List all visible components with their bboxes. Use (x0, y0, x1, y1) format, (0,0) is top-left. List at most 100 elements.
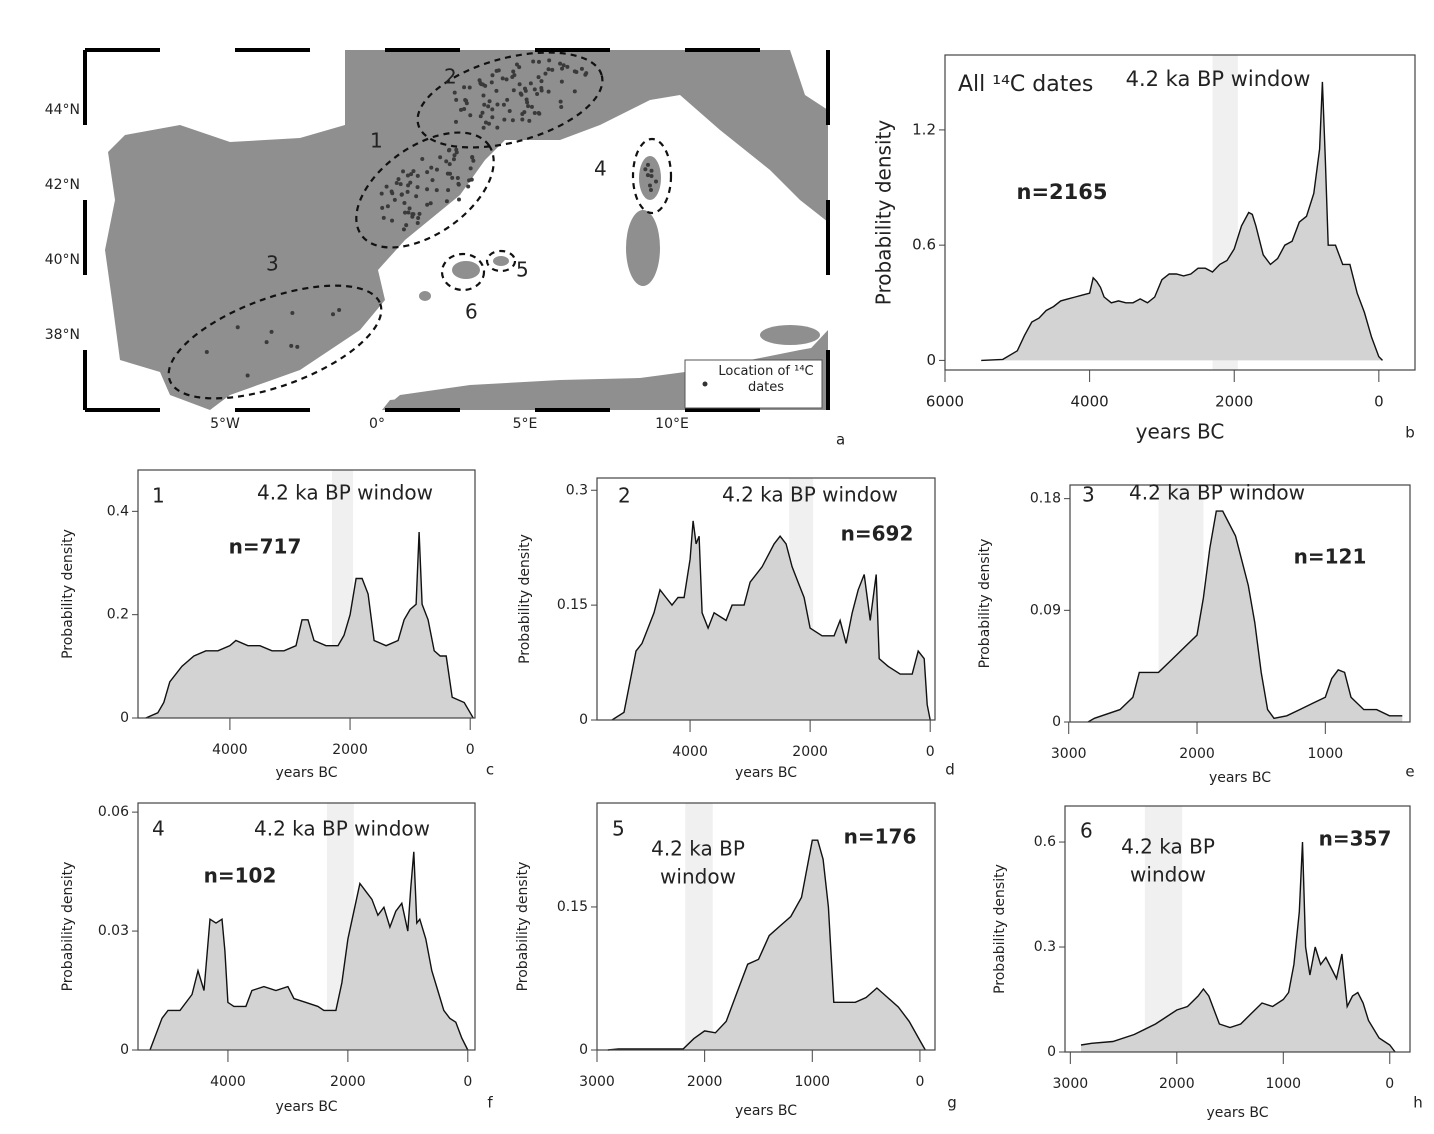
date-location (478, 81, 482, 85)
date-location (430, 178, 434, 182)
date-location (529, 81, 533, 85)
x-tick-label: 6000 (926, 393, 964, 411)
chart-label: 4 (152, 817, 165, 841)
y-tick-label: 0 (926, 351, 936, 369)
legend-dot (703, 382, 708, 387)
x-tick-label: 0 (926, 744, 935, 760)
date-location (454, 148, 458, 152)
date-location (395, 181, 399, 185)
date-location (456, 176, 460, 180)
date-location (289, 344, 293, 348)
date-location (505, 98, 509, 102)
date-location (490, 115, 494, 119)
date-location (465, 101, 469, 105)
date-location (550, 68, 554, 72)
x-tick-label: 0 (1385, 1076, 1394, 1092)
x-axis-label: years BC (275, 765, 337, 781)
date-location (270, 330, 274, 334)
area-fill (1081, 842, 1395, 1052)
date-location (385, 185, 389, 189)
date-location (482, 126, 486, 130)
date-location (497, 68, 501, 72)
date-location (402, 227, 406, 231)
date-location (547, 90, 551, 94)
panel-letter: c (486, 761, 494, 779)
date-location (406, 190, 410, 194)
date-location (471, 159, 475, 163)
date-location (648, 184, 652, 188)
date-location (530, 105, 534, 109)
date-location (331, 312, 335, 316)
date-location (414, 194, 418, 198)
date-location (518, 82, 522, 86)
y-tick-label: 0 (120, 1042, 129, 1058)
date-location (406, 183, 410, 187)
legend-text: Location of ¹⁴C dates (712, 364, 820, 396)
x-axis-label: years BC (1209, 770, 1271, 786)
date-location (649, 188, 653, 192)
date-location (646, 163, 650, 167)
lon-label: 0° (369, 416, 385, 432)
y-tick-label: 0.2 (107, 607, 129, 623)
date-location (490, 107, 494, 111)
x-tick-label: 1000 (1308, 746, 1344, 762)
chart-label: 5 (612, 817, 625, 841)
x-tick-label: 2000 (792, 744, 828, 760)
date-location (495, 126, 499, 130)
date-location (520, 112, 524, 116)
region-label: 4 (594, 157, 607, 181)
x-tick-label: 4000 (212, 742, 248, 758)
date-location (558, 62, 562, 66)
date-location (565, 65, 569, 69)
date-location (502, 118, 506, 122)
date-location (466, 185, 470, 189)
date-location (562, 63, 566, 67)
date-location (410, 215, 414, 219)
y-tick-label: 0.03 (98, 923, 129, 939)
date-location (380, 192, 384, 196)
date-location (470, 178, 474, 182)
date-location (650, 174, 654, 178)
date-location (469, 166, 473, 170)
x-tick-label: 3000 (1051, 746, 1087, 762)
date-location (654, 180, 658, 184)
date-location (537, 60, 541, 64)
n-label: n=2165 (1017, 180, 1108, 204)
date-location (416, 221, 420, 225)
y-tick-label: 0.18 (1030, 491, 1061, 507)
x-tick-label: 3000 (1053, 1076, 1089, 1092)
date-location (560, 80, 564, 84)
date-location (468, 113, 472, 117)
y-axis-label: Probability density (977, 539, 993, 669)
date-location (527, 119, 531, 123)
area-fill (981, 82, 1382, 361)
date-location (417, 212, 421, 216)
date-location (494, 89, 498, 93)
x-tick-label: 2000 (1215, 393, 1253, 411)
date-location (450, 176, 454, 180)
date-location (511, 118, 515, 122)
lat-label: 44°N (45, 102, 80, 118)
date-location (337, 308, 341, 312)
date-location (510, 75, 514, 79)
date-location (487, 122, 491, 126)
n-label: n=176 (844, 825, 917, 849)
sicily (760, 325, 820, 345)
date-location (429, 166, 433, 170)
chart-label: 6 (1080, 819, 1093, 843)
region-label: 6 (465, 300, 478, 324)
date-location (646, 173, 650, 177)
region-label: 1 (370, 129, 383, 153)
window-label: 4.2 ka BP window (1129, 481, 1305, 505)
date-location (502, 103, 506, 107)
panel-letter: a (836, 431, 845, 449)
date-location (420, 157, 424, 161)
date-location (573, 89, 577, 93)
date-location (488, 99, 492, 103)
x-tick-label: 4000 (672, 744, 708, 760)
mallorca (452, 261, 480, 279)
date-location (454, 120, 458, 124)
chart-label: All ¹⁴C dates (958, 72, 1093, 97)
date-location (481, 94, 485, 98)
date-location (537, 75, 541, 79)
